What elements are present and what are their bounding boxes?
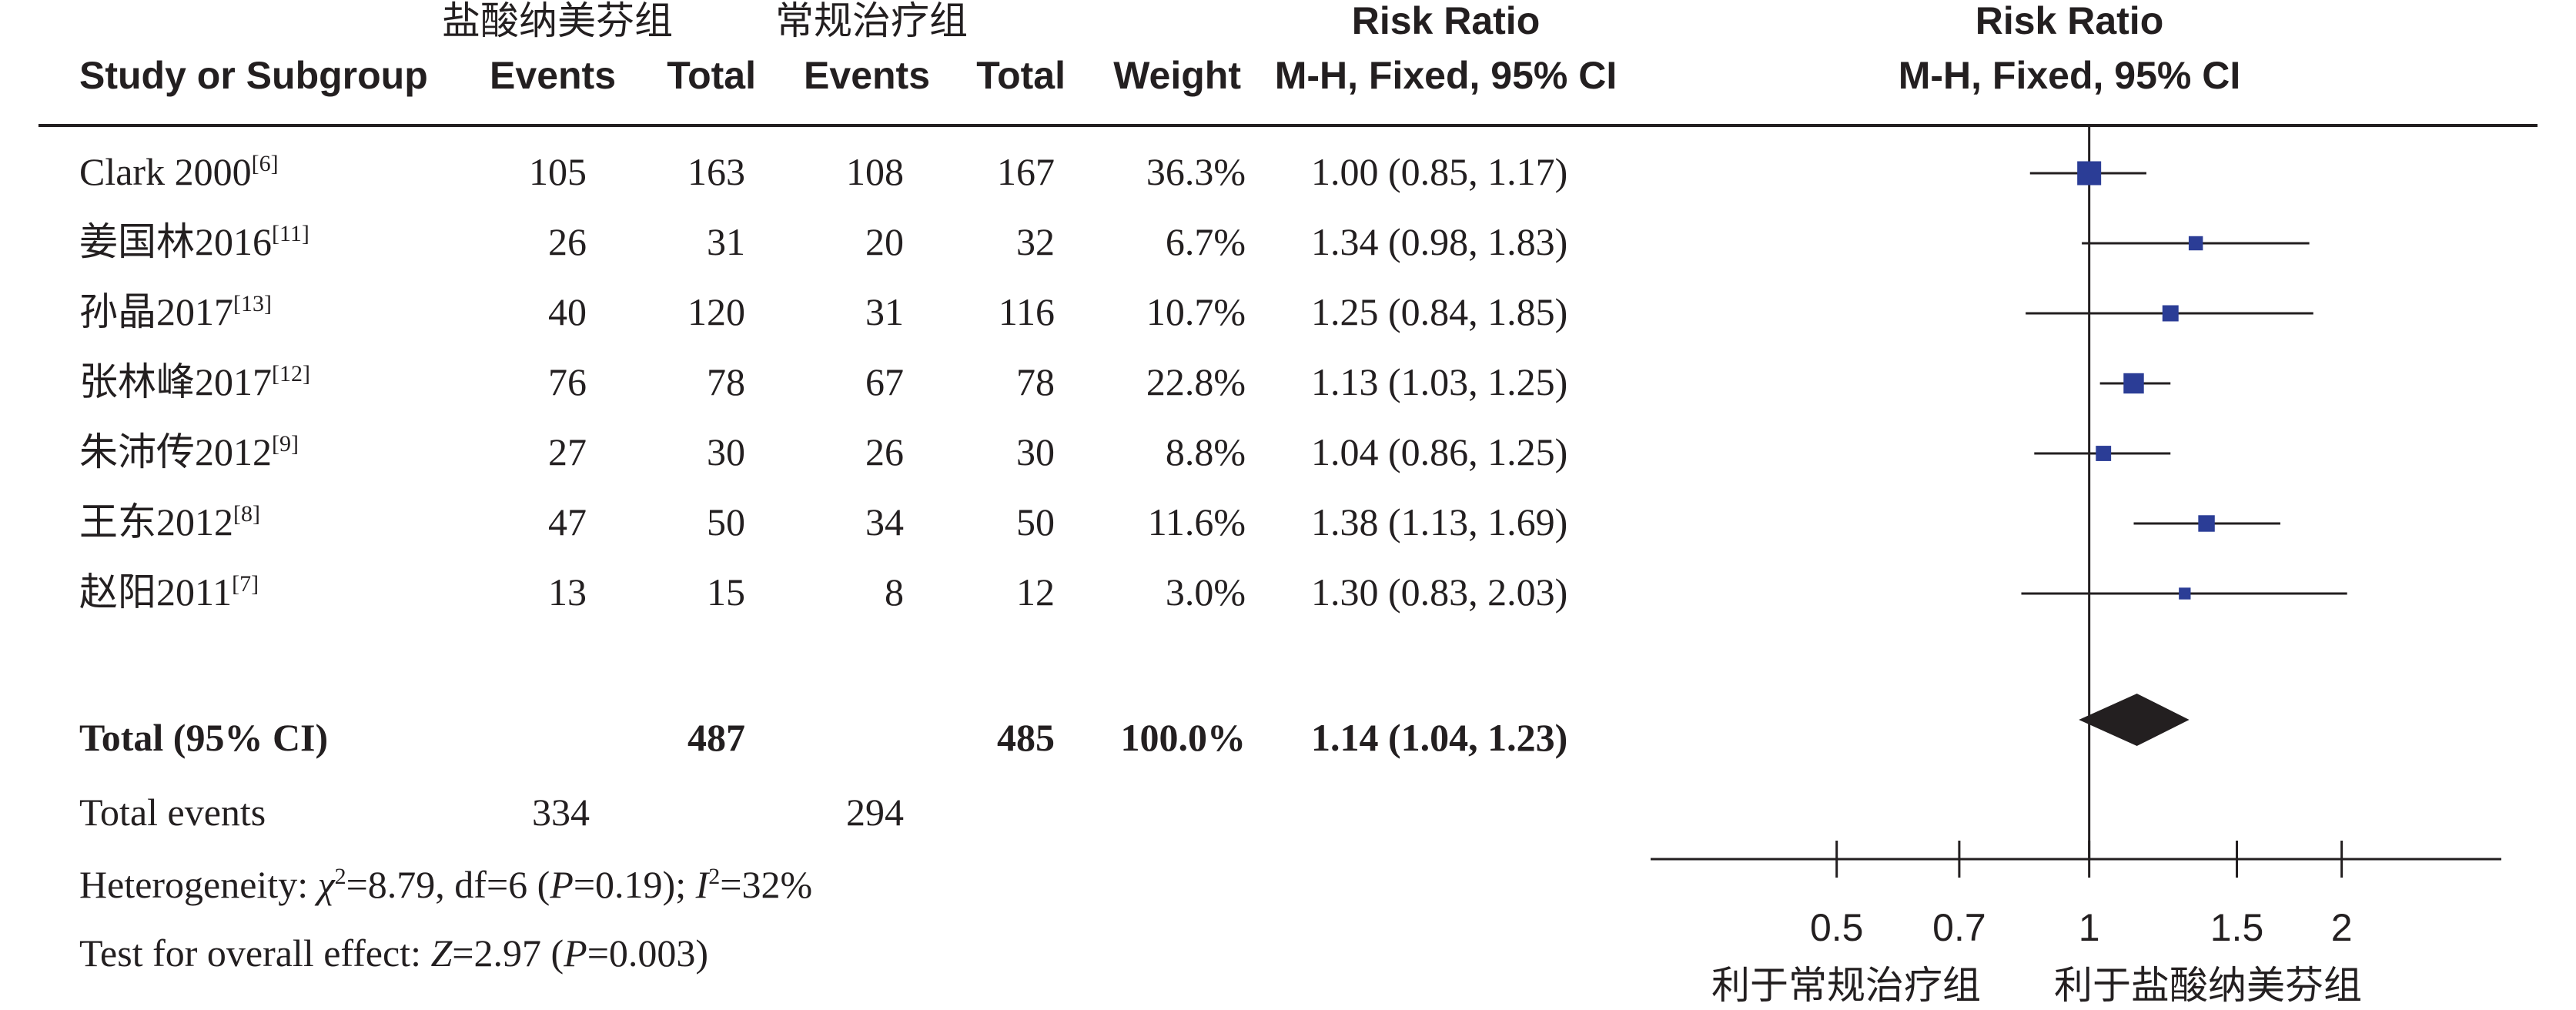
group1-total-header: Total (667, 54, 756, 97)
study-row: 孙晶2017[13] 40 120 31 116 10.7% 1.25 (0.84, 1.8… (79, 290, 1567, 333)
effect-marker (2179, 587, 2191, 600)
study-name: Clark 2000[6] (79, 150, 279, 193)
study-ci: 1.38 (1.13, 1.69) (1311, 500, 1567, 543)
heterogeneity-text: Heterogeneity: χ2=8.79, df=6 (P=0.19); I… (79, 863, 812, 906)
total-events-label: Total events (79, 791, 266, 834)
x-tick-label: 1 (2079, 906, 2100, 949)
study-name: 张林峰2017[12] (79, 360, 310, 403)
study-weight: 36.3% (1146, 150, 1246, 193)
group1-events: 40 (548, 290, 587, 333)
group1-total: 31 (707, 220, 745, 263)
study-weight: 8.8% (1166, 430, 1246, 473)
study-name: 姜国林2016[11] (79, 220, 309, 263)
study-row: 赵阳2011[7] 13 15 8 12 3.0% 1.30 (0.83, 2.03) (79, 570, 1567, 614)
group1-total: 15 (707, 570, 745, 614)
group1-events: 76 (548, 360, 587, 403)
total-label: Total (95% CI) (79, 716, 328, 759)
effect-marker (2198, 515, 2215, 532)
rr-method: M-H, Fixed, 95% CI (1275, 54, 1618, 97)
total-ci: 1.14 (1.04, 1.23) (1311, 716, 1567, 759)
group2-events: 108 (846, 150, 904, 193)
study-column-header: Study or Subgroup (79, 54, 428, 97)
group1-events: 47 (548, 500, 587, 543)
study-name: 孙晶2017[13] (79, 290, 272, 333)
group1-events-header: Events (490, 54, 616, 97)
group2-total: 32 (1016, 220, 1055, 263)
group2-events: 34 (865, 500, 904, 543)
group2-events: 8 (885, 570, 904, 614)
group1-events: 105 (529, 150, 587, 193)
total-weight: 100.0% (1121, 716, 1246, 759)
group1-total: 78 (707, 360, 745, 403)
group2-total: 116 (999, 290, 1055, 333)
study-row: 姜国林2016[11] 26 31 20 32 6.7% 1.34 (0.98, 1.83) (79, 220, 1567, 263)
rr-title: Risk Ratio (1352, 0, 1541, 42)
group2-total-header: Total (976, 54, 1066, 97)
total-group2-n: 485 (997, 716, 1055, 759)
group2-total: 30 (1016, 430, 1055, 473)
study-weight: 10.7% (1146, 290, 1246, 333)
effect-marker (2123, 373, 2144, 394)
study-name: 王东2012[8] (79, 500, 260, 543)
total-group1-n: 487 (687, 716, 745, 759)
plot-area: 0.5 0.7 1 1.5 2 利于常规治疗组 利于盐酸纳美芬组 (1651, 125, 2501, 1008)
overall-effect-text: Test for overall effect: Z=2.97 (P=0.003… (79, 931, 708, 975)
x-tick-label: 0.7 (1932, 906, 1986, 949)
group1-total: 120 (687, 290, 745, 333)
study-weight: 11.6% (1148, 500, 1246, 543)
study-name: 赵阳2011[7] (79, 570, 259, 614)
favours-right-label: 利于盐酸纳美芬组 (2054, 963, 2362, 1008)
group1-events: 13 (548, 570, 587, 614)
study-weight: 3.0% (1166, 570, 1246, 614)
x-tick-label: 0.5 (1810, 906, 1864, 949)
group1-name: 盐酸纳美芬组 (442, 0, 673, 43)
x-tick-label: 1.5 (2210, 906, 2264, 949)
study-weight: 6.7% (1166, 220, 1246, 263)
effect-marker (2077, 161, 2102, 186)
group2-events: 20 (865, 220, 904, 263)
study-weight: 22.8% (1146, 360, 1246, 403)
group2-events: 26 (865, 430, 904, 473)
study-row: 张林峰2017[12] 76 78 67 78 22.8% 1.13 (1.03, 1.25… (79, 360, 1567, 403)
group2-total: 167 (997, 150, 1055, 193)
study-rows: Clark 2000[6] 105 163 108 167 36.3% 1.00 (0.85… (79, 150, 1567, 614)
study-row: 王东2012[8] 47 50 34 50 11.6% 1.38 (1.13, 1.69) (79, 500, 1567, 543)
group2-events-header: Events (804, 54, 930, 97)
study-row: Clark 2000[6] 105 163 108 167 36.3% 1.00 (0.85… (79, 150, 1567, 193)
group2-total: 12 (1016, 570, 1055, 614)
study-row: 朱沛传2012[9] 27 30 26 30 8.8% 1.04 (0.86, 1.25) (79, 430, 1567, 473)
study-ci: 1.25 (0.84, 1.85) (1311, 290, 1567, 333)
study-ci: 1.00 (0.85, 1.17) (1311, 150, 1567, 193)
group2-total: 50 (1016, 500, 1055, 543)
effect-marker (2188, 236, 2203, 251)
group2-events: 67 (865, 360, 904, 403)
weight-header: Weight (1113, 54, 1241, 97)
total-events-group1: 334 (532, 791, 590, 834)
study-ci: 1.30 (0.83, 2.03) (1311, 570, 1567, 614)
pooled-diamond (2079, 694, 2190, 746)
group1-events: 26 (548, 220, 587, 263)
study-name: 朱沛传2012[9] (79, 430, 299, 473)
effect-marker (2162, 305, 2179, 322)
study-ci: 1.04 (0.86, 1.25) (1311, 430, 1567, 473)
group2-name: 常规治疗组 (775, 0, 968, 43)
effect-marker (2096, 446, 2112, 461)
plot-title: Risk Ratio (1975, 0, 2164, 42)
x-tick-label: 2 (2331, 906, 2353, 949)
study-ci: 1.13 (1.03, 1.25) (1311, 360, 1567, 403)
group1-total: 50 (707, 500, 745, 543)
study-ci: 1.34 (0.98, 1.83) (1311, 220, 1567, 263)
total-events-group2: 294 (846, 791, 904, 834)
group1-events: 27 (548, 430, 587, 473)
group1-total: 163 (687, 150, 745, 193)
group2-events: 31 (865, 290, 904, 333)
plot-method: M-H, Fixed, 95% CI (1899, 54, 2241, 97)
favours-left-label: 利于常规治疗组 (1711, 963, 1981, 1008)
group2-total: 78 (1016, 360, 1055, 403)
group1-total: 30 (707, 430, 745, 473)
